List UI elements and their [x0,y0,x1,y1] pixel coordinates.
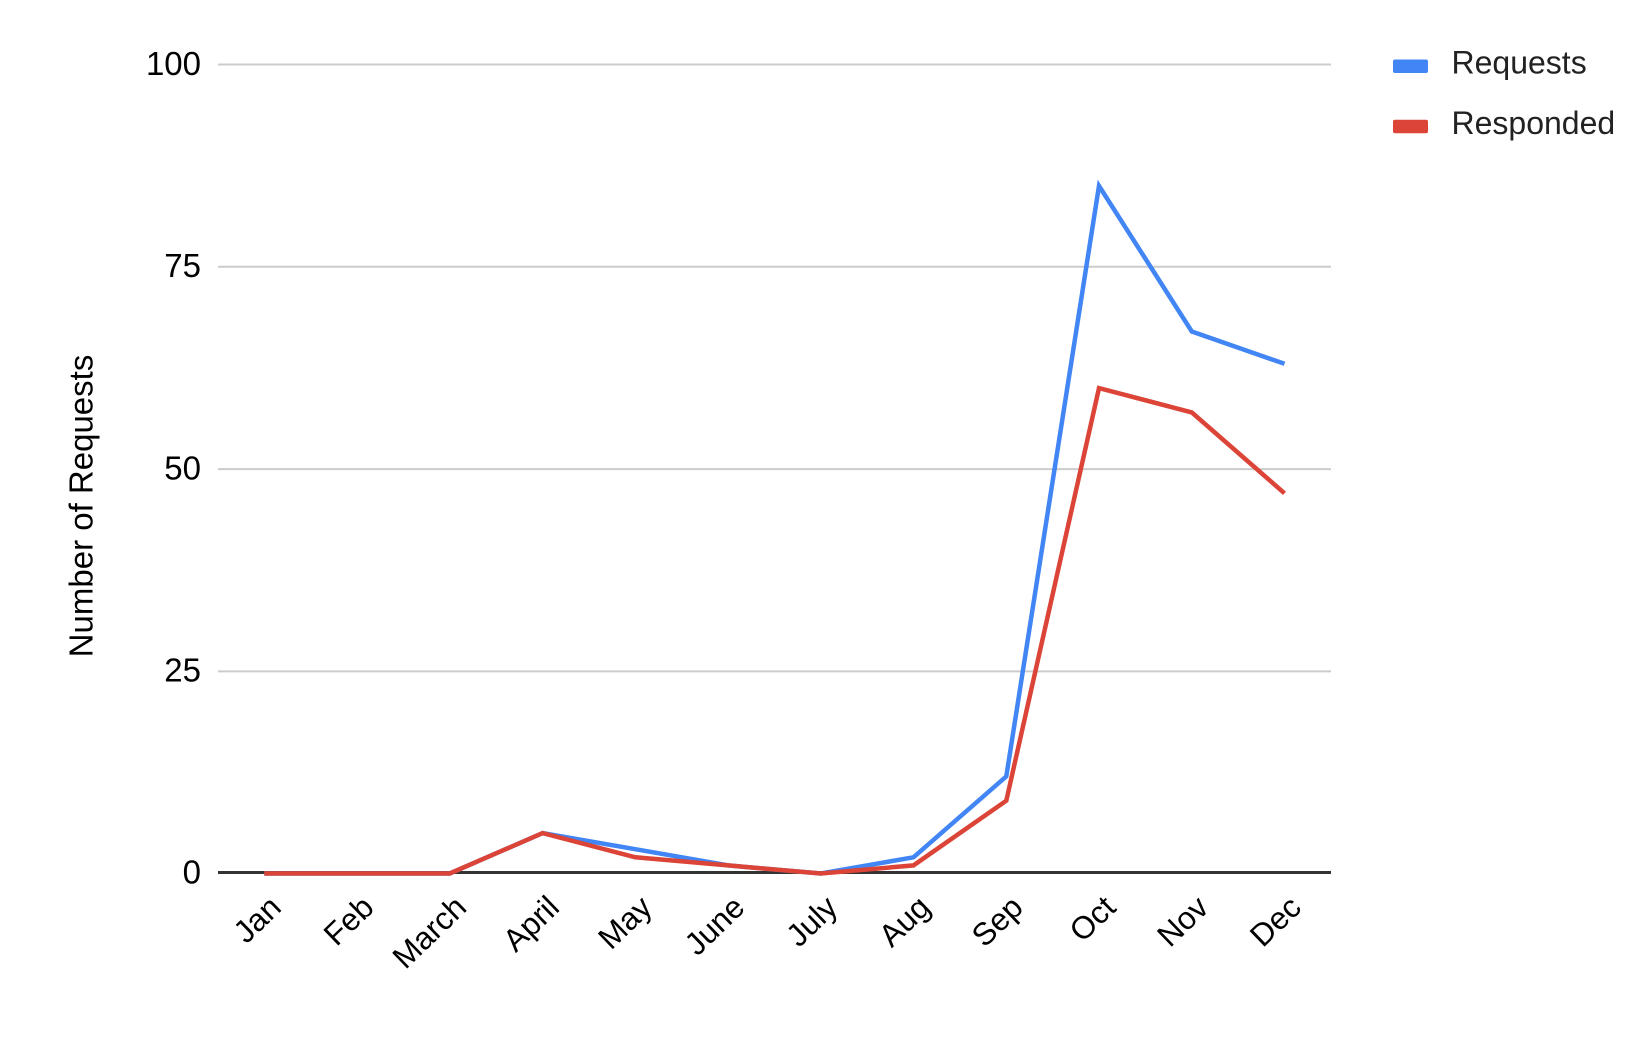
svg-text:75: 75 [164,247,201,284]
svg-text:0: 0 [183,854,201,891]
svg-text:25: 25 [164,652,201,689]
svg-text:Requests: Requests [1452,45,1587,81]
svg-text:Responded: Responded [1452,105,1616,141]
svg-text:50: 50 [164,449,201,486]
svg-text:100: 100 [146,45,201,82]
svg-text:Number of Requests: Number of Requests [63,355,100,658]
